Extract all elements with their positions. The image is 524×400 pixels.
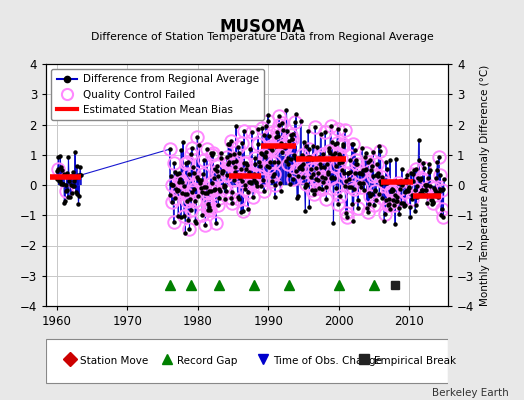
Text: MUSOMA: MUSOMA <box>219 18 305 36</box>
Text: Empirical Break: Empirical Break <box>374 356 456 366</box>
Text: Station Move: Station Move <box>80 356 148 366</box>
Legend: Difference from Regional Average, Quality Control Failed, Estimated Station Mean: Difference from Regional Average, Qualit… <box>51 69 264 120</box>
FancyBboxPatch shape <box>46 338 448 383</box>
Text: Berkeley Earth: Berkeley Earth <box>432 388 508 398</box>
Text: Time of Obs. Change: Time of Obs. Change <box>273 356 382 366</box>
Y-axis label: Monthly Temperature Anomaly Difference (°C): Monthly Temperature Anomaly Difference (… <box>480 64 490 306</box>
Text: Difference of Station Temperature Data from Regional Average: Difference of Station Temperature Data f… <box>91 32 433 42</box>
Text: Record Gap: Record Gap <box>177 356 237 366</box>
